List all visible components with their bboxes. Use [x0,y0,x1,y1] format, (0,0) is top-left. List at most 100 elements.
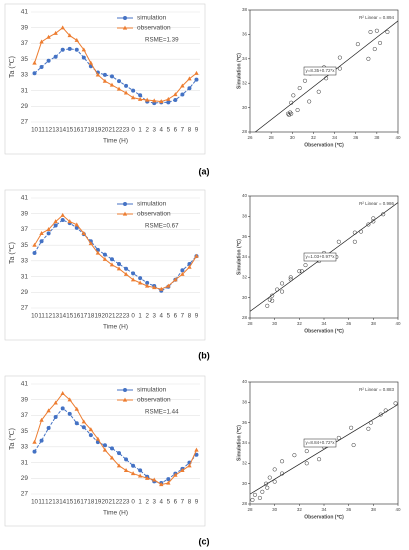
point [123,468,129,473]
x-tick-label: 18 [87,499,94,506]
y-tick-label: 34 [242,56,248,61]
chart-frame [4,375,206,527]
y-tick-label: 34 [242,254,248,259]
x-axis-label: Observation (℃) [304,141,344,148]
equation: y=8.35+0.72*x [305,68,335,73]
point [270,298,275,303]
x-tick-label: 30 [272,321,278,326]
x-tick-label: 8 [188,499,192,506]
point [53,400,58,405]
x-tick-label: 4 [160,499,164,506]
point [371,219,376,224]
x-tick-label: 9 [195,313,199,320]
point [280,281,285,286]
y-axis-label: Ta (℃) [9,56,16,78]
x-tick-label: 23 [123,499,130,506]
series-line [34,392,197,486]
point [81,425,86,430]
point [291,93,296,98]
x-tick-label: 14 [59,499,66,506]
point [371,216,376,221]
point [194,77,199,82]
point [194,452,199,457]
point [39,417,44,422]
x-tick-label: 3 [153,499,157,506]
equation: y=8.84+0.72*x [305,440,335,445]
y-tick-label: 40 [242,379,248,384]
y-tick-label: 35 [21,428,29,435]
legend-label: observation [137,211,171,218]
point [32,449,37,454]
point [109,455,115,460]
point [173,98,178,102]
y-tick-label: 28 [242,501,248,506]
point [297,86,302,91]
point [349,425,354,430]
point [53,223,58,228]
x-tick-label: 8 [188,313,192,320]
point [288,110,293,115]
x-tick-label: 17 [80,127,87,134]
point [292,453,297,458]
y-tick-label: 31 [21,87,29,94]
point [351,442,356,448]
y-tick-label: 30 [242,481,248,486]
x-tick-label: 14 [59,127,66,134]
point [194,253,199,258]
point [144,97,150,102]
x-tick-label: 7 [181,499,185,506]
panel-label: (b) [198,350,210,360]
point [180,468,185,473]
x-axis-label: Observation (℃) [304,327,344,334]
x-tick-label: 0 [131,127,135,134]
y-axis-label: Ta (℃) [9,428,16,450]
y-tick-label: 37 [21,412,29,419]
point [67,33,72,38]
point [102,447,108,452]
point [131,463,136,468]
x-tick-label: 14 [59,313,66,320]
x-tick-label: 18 [87,127,94,134]
point [32,251,37,255]
series-line [34,48,197,104]
point [74,37,79,42]
y-tick-label: 27 [21,491,29,498]
y-tick-label: 40 [242,193,248,198]
legend-label: simulation [137,387,167,394]
point [109,446,114,451]
point [109,82,115,87]
point [303,263,308,268]
x-axis-label: Time (H) [103,510,128,517]
y-tick-label: 27 [21,305,29,312]
point [302,78,308,83]
point [53,54,58,59]
x-tick-label: 4 [160,313,164,320]
y-tick-label: 38 [242,400,248,405]
point [260,489,265,494]
x-tick-label: 7 [181,313,185,320]
point [337,66,342,71]
point [372,46,377,52]
y-tick-label: 28 [242,315,248,320]
y-tick-label: 35 [21,56,29,63]
y-tick-label: 33 [21,258,29,265]
point [358,229,364,234]
point [374,28,379,33]
point [74,225,79,230]
point [46,231,51,236]
y-tick-label: 36 [242,32,248,37]
point [317,457,322,462]
point [60,212,65,217]
y-tick-label: 33 [21,72,29,79]
point [194,447,199,452]
y-tick-label: 38 [242,7,248,12]
point [152,285,157,290]
point [366,222,371,227]
point [53,219,58,224]
r2-label: R² Linear = 0.883 [359,387,394,392]
x-tick-label: 21 [109,127,116,134]
point [166,477,171,482]
point [74,222,79,227]
equation-box [303,66,337,76]
